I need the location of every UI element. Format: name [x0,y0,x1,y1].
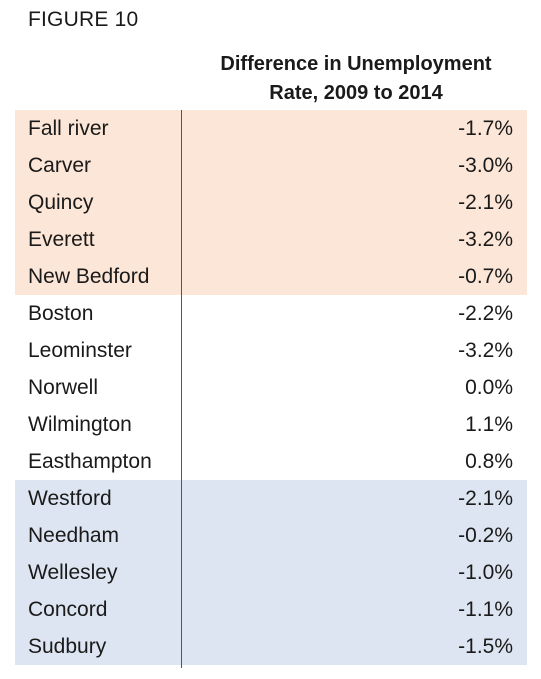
table-row: Wilmington 1.1% [15,406,527,443]
city-name: Everett [28,228,95,251]
city-name: Concord [28,598,108,621]
table-row: Needham -0.2% [15,517,527,554]
table-row: Leominster -3.2% [15,332,527,369]
unemployment-difference: -1.1% [458,598,513,621]
city-name: Carver [28,154,92,177]
unemployment-difference: -3.0% [458,154,513,177]
table-row: Easthampton 0.8% [15,443,527,480]
city-name: Wellesley [28,561,118,584]
table-row: New Bedford -0.7% [15,258,527,295]
table-row: Westford -2.1% [15,480,527,517]
table-row: Wellesley -1.0% [15,554,527,591]
city-name: Easthampton [28,450,152,473]
unemployment-difference: -3.2% [458,339,513,362]
column-header: Difference in Unemployment Rate, 2009 to… [190,50,522,108]
city-name: Westford [28,487,112,510]
table-row: Carver -3.0% [15,147,527,184]
table-row: Quincy -2.1% [15,184,527,221]
figure-label: FIGURE 10 [28,8,139,31]
table-row: Boston -2.2% [15,295,527,332]
city-name: Quincy [28,191,94,214]
city-name: Sudbury [28,635,107,658]
unemployment-difference: -2.2% [458,302,513,325]
unemployment-difference: -2.1% [458,487,513,510]
column-header-line-1: Difference in Unemployment [220,53,492,75]
city-name: Leominster [28,339,132,362]
city-name: Boston [28,302,94,325]
city-name: Wilmington [28,413,132,436]
city-name: Needham [28,524,120,547]
unemployment-difference: 0.8% [465,450,513,473]
table-row: Concord -1.1% [15,591,527,628]
column-header-line-2: Rate, 2009 to 2014 [269,82,443,104]
column-divider [181,110,182,668]
unemployment-difference: -1.7% [458,117,513,140]
unemployment-difference: -0.7% [458,265,513,288]
table-row: Norwell 0.0% [15,369,527,406]
table-row: Sudbury -1.5% [15,628,527,665]
table-row: Fall river -1.7% [15,110,527,147]
unemployment-difference: -1.5% [458,635,513,658]
unemployment-difference: 0.0% [465,376,513,399]
table-row: Everett -3.2% [15,221,527,258]
unemployment-difference: -3.2% [458,228,513,251]
city-name: New Bedford [28,265,150,288]
unemployment-difference: -2.1% [458,191,513,214]
unemployment-difference: 1.1% [465,413,513,436]
city-name: Norwell [28,376,99,399]
city-name: Fall river [28,117,109,140]
unemployment-difference: -0.2% [458,524,513,547]
unemployment-table: Fall river -1.7% Carver -3.0% Quincy -2.1% Eve… [15,110,527,665]
unemployment-difference: -1.0% [458,561,513,584]
